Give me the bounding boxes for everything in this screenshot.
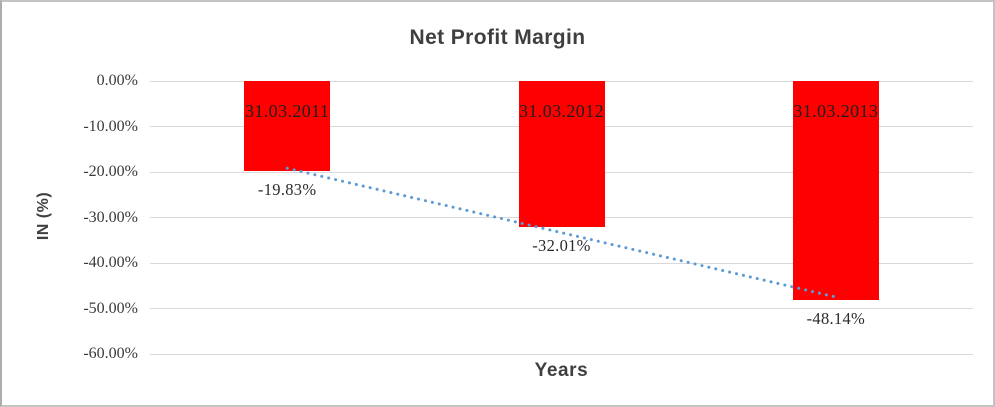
gridline [150,353,973,355]
y-axis-tick-label: -20.00% [83,163,138,180]
bar-category-label: 31.03.2011 [244,101,330,121]
bar-value-label: -19.83% [257,180,317,200]
bar-31.03.2011 [244,81,331,172]
y-axis-tick-label: 0.00% [96,72,138,89]
bar-value-label: -48.14% [806,309,866,329]
chart-title: Net Profit Margin [409,26,586,49]
plot-area: 31.03.2011 -19.83% 31.03.2012 -32.01% 31.03.… [150,80,973,355]
y-axis-tick-label: -10.00% [83,117,138,135]
bar-value-label: -32.01% [532,235,591,255]
gridline [150,308,973,309]
bar-category-label: 31.03.2012 [519,101,604,121]
bar-category-label: 31.03.2013 [793,101,879,121]
y-axis-tick-label: -60.00% [83,345,138,362]
x-axis-title: Years [534,360,589,381]
y-axis-tick-label: -30.00% [83,208,138,226]
y-axis-tick-label: -50.00% [83,299,138,317]
y-axis-tick-label: -40.00% [83,254,138,271]
